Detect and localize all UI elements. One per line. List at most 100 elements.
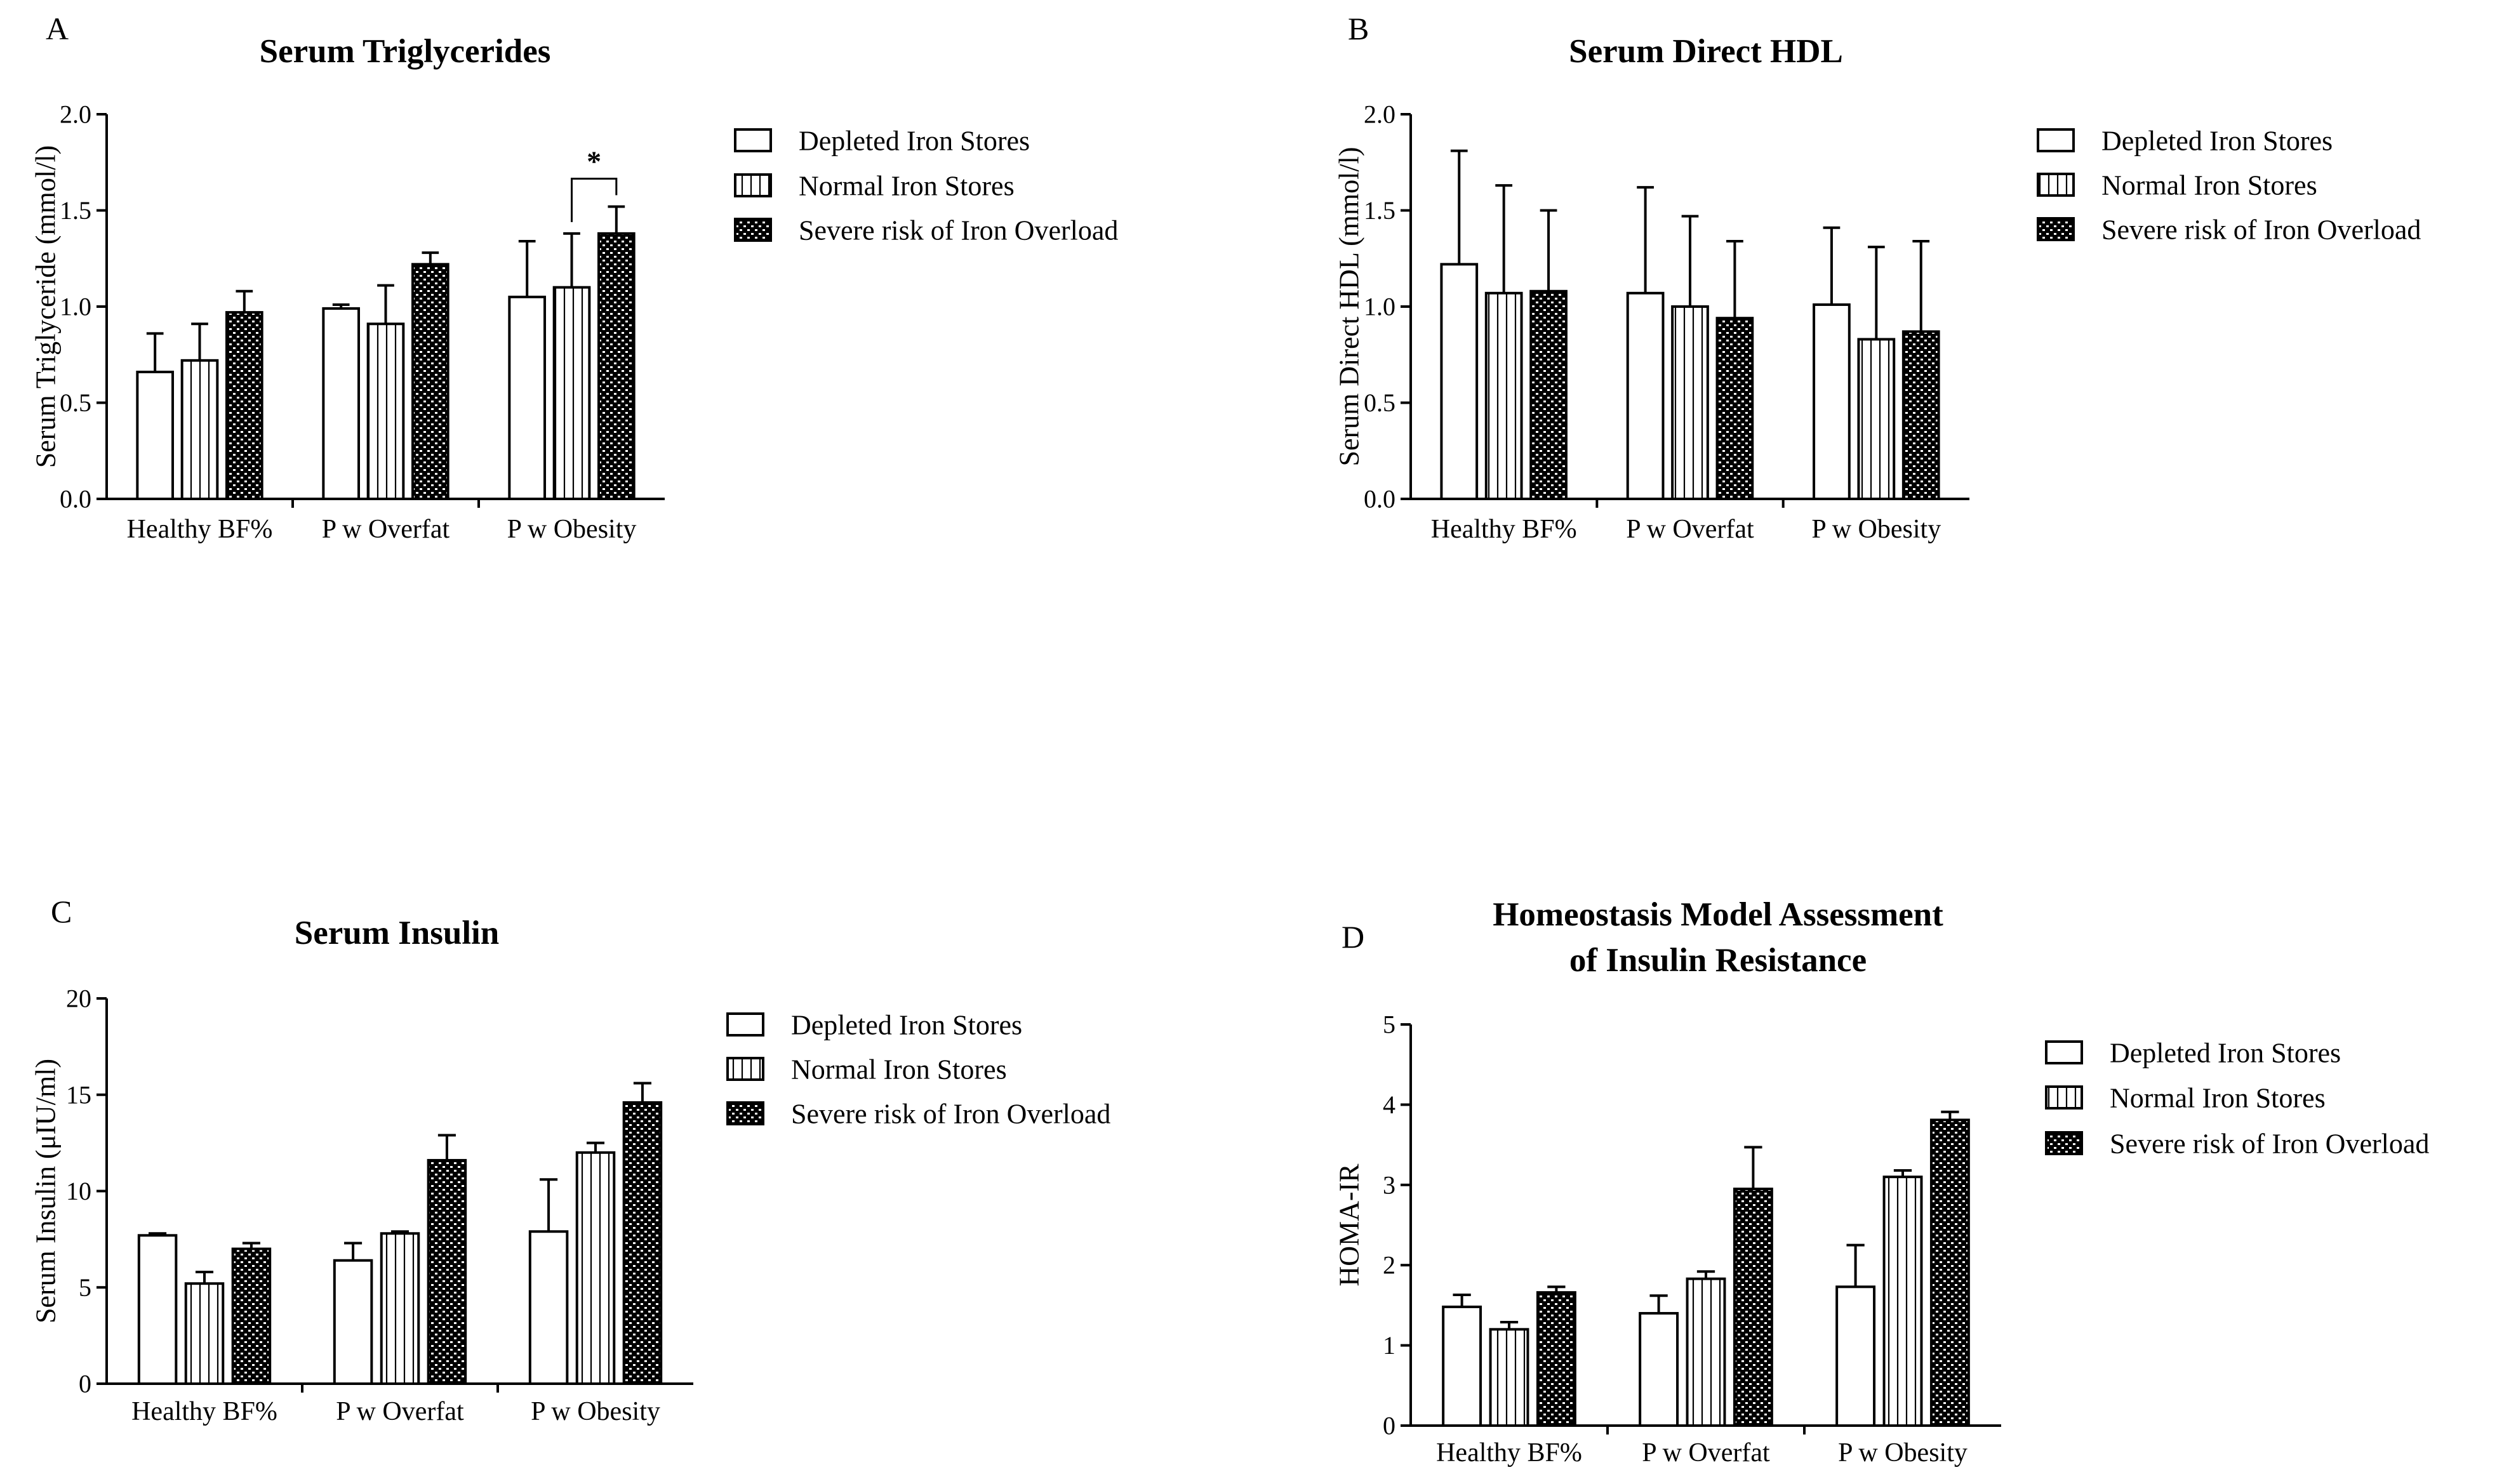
panel-letter: C — [51, 894, 72, 929]
chart-title: Homeostasis Model Assessment — [1493, 896, 1943, 933]
bar-3 — [1929, 1118, 1970, 1428]
y-tick-label: 3 — [1383, 1170, 1395, 1199]
bar-2 — [366, 322, 405, 500]
bar-2 — [575, 1151, 616, 1386]
bar-2 — [1489, 1328, 1529, 1428]
y-tick-label: 15 — [66, 1080, 91, 1109]
bar-1 — [1813, 303, 1851, 500]
bar-3 — [411, 263, 449, 500]
legend-swatch — [726, 1101, 764, 1125]
x-category-label: P w Obesity — [507, 515, 637, 544]
significance-bracket — [571, 177, 618, 222]
panel-b: B Serum Direct HDL Serum Direct HDL (mmol/… — [1334, 11, 2421, 544]
bar-1 — [1626, 291, 1665, 500]
legend-swatch — [726, 1057, 764, 1081]
bar-2 — [1484, 291, 1523, 500]
bar-3 — [231, 1247, 272, 1386]
x-category-label: P w Obesity — [1838, 1438, 1968, 1467]
panel-c: C Serum Insulin Serum Insulin (μIU/ml) 0 5 10… — [30, 894, 1111, 1426]
legend-swatch — [2037, 173, 2075, 197]
y-axis-label: Serum Insulin (μIU/ml) — [30, 1059, 62, 1323]
bar-1 — [1835, 1285, 1876, 1427]
x-category-label: P w Obesity — [1811, 515, 1941, 544]
y-tick-label: 1.5 — [1364, 196, 1395, 225]
legend-label: Normal Iron Stores — [2110, 1083, 2326, 1114]
legend-label: Depleted Iron Stores — [791, 1010, 1022, 1041]
bar-1 — [1442, 1305, 1482, 1427]
significance-marker: * — [587, 145, 601, 177]
legend-label: Depleted Iron Stores — [2101, 126, 2333, 157]
legend-swatch — [726, 1012, 764, 1037]
bar-3 — [427, 1158, 467, 1385]
bar-1 — [1639, 1312, 1679, 1428]
x-category-label: P w Obesity — [531, 1397, 660, 1426]
panel-a: A Serum Triglycerides Serum Triglyceride (… — [30, 11, 1119, 544]
bar-1 — [136, 371, 175, 501]
x-category-label: Healthy BF% — [127, 515, 273, 544]
bar-2 — [552, 286, 591, 500]
bar-2 — [1671, 305, 1709, 500]
bar-1 — [322, 307, 361, 500]
bar-2 — [380, 1232, 420, 1386]
legend-swatch — [2045, 1040, 2083, 1064]
y-tick-label: 1.0 — [60, 293, 91, 321]
legend-label: Severe risk of Iron Overload — [2101, 215, 2421, 246]
legend-label: Severe risk of Iron Overload — [791, 1099, 1110, 1130]
x-category-label: Healthy BF% — [1431, 515, 1577, 544]
y-tick-label: 1.0 — [1364, 293, 1395, 321]
y-tick-label: 2.0 — [60, 100, 91, 129]
bar-1 — [528, 1230, 569, 1385]
bar-3 — [1529, 289, 1568, 500]
legend-swatch — [734, 128, 772, 152]
bar-2 — [1686, 1277, 1726, 1427]
bar-3 — [1901, 330, 1940, 500]
y-tick-label: 0.0 — [1364, 485, 1395, 513]
panel-letter: A — [46, 11, 69, 46]
legend-swatch — [2037, 128, 2075, 152]
bar-3 — [225, 311, 263, 500]
legend-swatch — [2037, 217, 2075, 241]
legend-label: Normal Iron Stores — [799, 171, 1015, 202]
x-category-label: Healthy BF% — [131, 1397, 277, 1426]
panel-letter: D — [1342, 919, 1364, 955]
x-category-label: Healthy BF% — [1436, 1438, 1582, 1467]
x-category-label: P w Overfat — [1642, 1438, 1770, 1467]
y-tick-label: 10 — [66, 1177, 91, 1205]
y-tick-label: 20 — [66, 984, 91, 1013]
legend-swatch — [2045, 1131, 2083, 1155]
chart-title: of Insulin Resistance — [1569, 942, 1867, 979]
x-category-label: P w Overfat — [1626, 515, 1754, 544]
panel-letter: B — [1348, 11, 1369, 46]
y-tick-label: 2 — [1383, 1251, 1395, 1280]
y-tick-label: 0.5 — [1364, 388, 1395, 417]
legend-label: Severe risk of Iron Overload — [2110, 1129, 2429, 1160]
bar-3 — [1715, 317, 1754, 500]
bar-2 — [180, 359, 219, 501]
bar-1 — [333, 1259, 373, 1386]
y-axis-label: HOMA-IR — [1334, 1163, 1365, 1287]
chart-title: Serum Triglycerides — [260, 33, 551, 70]
legend-label: Depleted Iron Stores — [2110, 1038, 2341, 1069]
y-tick-label: 5 — [1383, 1010, 1395, 1039]
y-tick-label: 1.5 — [60, 196, 91, 225]
bar-2 — [184, 1282, 225, 1386]
legend-label: Normal Iron Stores — [791, 1054, 1007, 1085]
bar-1 — [137, 1234, 178, 1386]
y-axis-label: Serum Direct HDL (mmol/l) — [1334, 147, 1365, 466]
y-tick-label: 0.5 — [60, 388, 91, 417]
bar-2 — [1857, 338, 1896, 501]
bar-1 — [508, 295, 547, 500]
y-tick-label: 2.0 — [1364, 100, 1395, 129]
legend-swatch — [734, 173, 772, 197]
bar-2 — [1882, 1176, 1923, 1428]
x-category-label: P w Overfat — [336, 1397, 464, 1426]
y-tick-label: 0 — [79, 1370, 91, 1398]
legend-label: Normal Iron Stores — [2101, 170, 2317, 201]
legend-label: Severe risk of Iron Overload — [799, 215, 1118, 246]
panel-d: D Homeostasis Model Assessment of Insulin … — [1334, 896, 2430, 1467]
bar-3 — [622, 1101, 663, 1385]
chart-title: Serum Direct HDL — [1569, 33, 1843, 70]
y-tick-label: 5 — [79, 1273, 91, 1302]
legend-swatch — [2045, 1085, 2083, 1110]
